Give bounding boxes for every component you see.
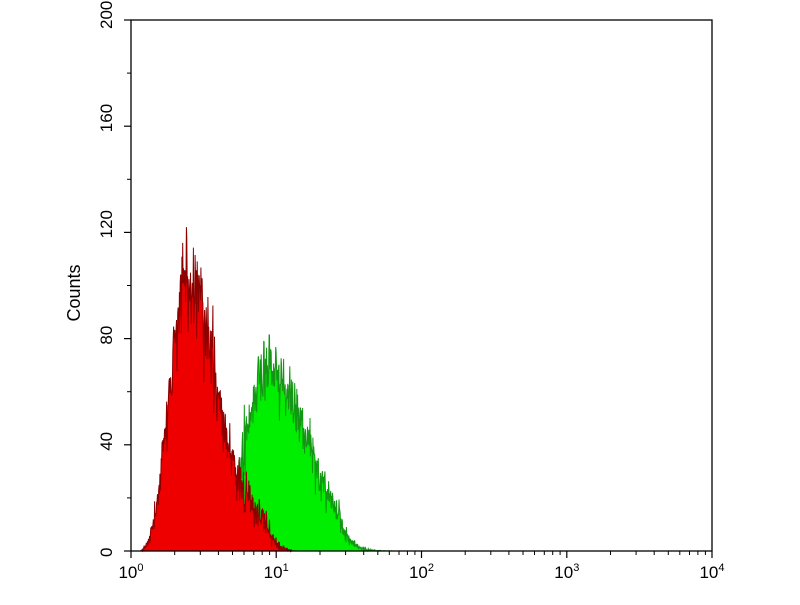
svg-text:Counts: Counts <box>64 264 84 321</box>
svg-text:80: 80 <box>97 326 116 345</box>
svg-text:40: 40 <box>97 432 116 451</box>
svg-text:0: 0 <box>97 548 116 557</box>
svg-text:160: 160 <box>97 104 116 132</box>
svg-text:200: 200 <box>97 1 116 29</box>
svg-text:120: 120 <box>97 210 116 238</box>
